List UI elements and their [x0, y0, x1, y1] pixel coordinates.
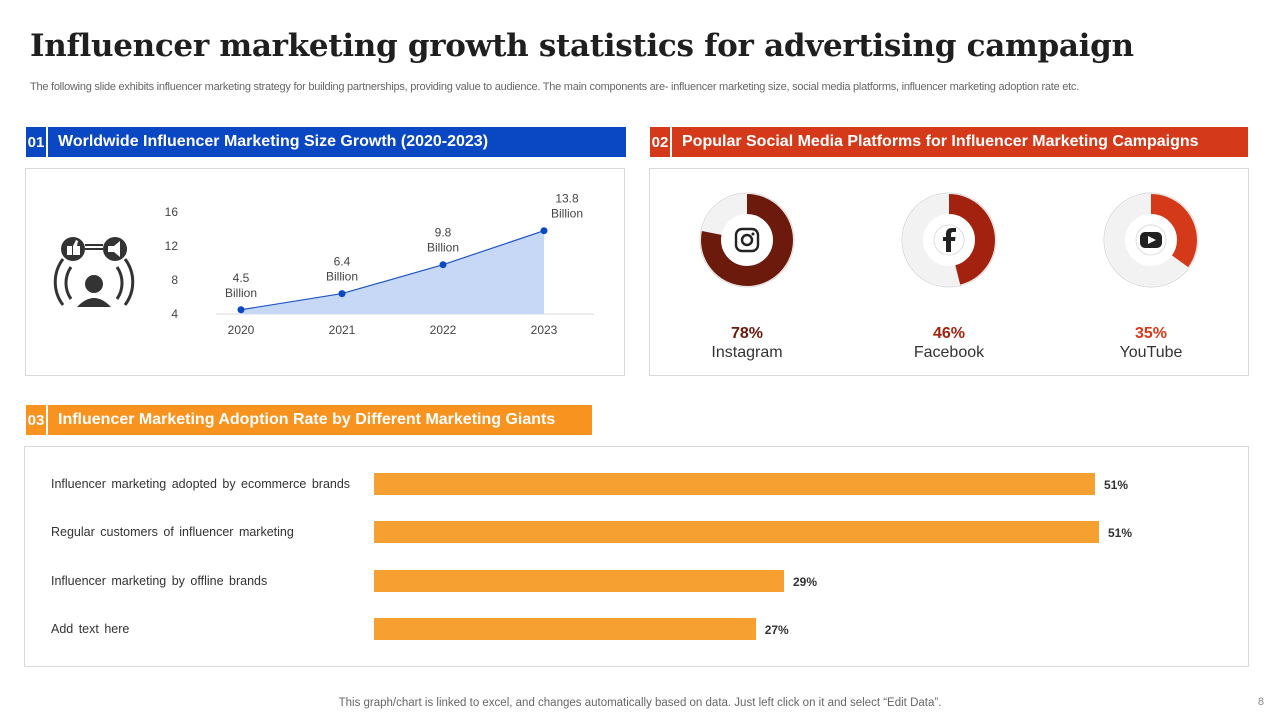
- facebook-icon: [933, 224, 965, 256]
- bar-value-label: 29%: [792, 575, 817, 589]
- section-01-header: 01 Worldwide Influencer Marketing Size G…: [26, 127, 626, 157]
- bar-value-label: 27%: [764, 623, 789, 637]
- section-03-header: 03 Influencer Marketing Adoption Rate by…: [26, 405, 592, 435]
- instagram-percent: 78%: [730, 325, 764, 342]
- data-label-value: 13.8: [555, 192, 579, 206]
- y-tick-label: 4: [171, 307, 178, 321]
- area-fill: [241, 230, 544, 314]
- growth-area-chart: 48121620204.5Billion20216.4Billion20229.…: [165, 192, 594, 337]
- adoption-bar: [374, 473, 1095, 495]
- y-tick-label: 16: [165, 205, 179, 219]
- data-label-value: 9.8: [435, 226, 452, 240]
- data-label-unit: Billion: [427, 241, 459, 255]
- adoption-bar: [374, 570, 784, 592]
- x-tick-label: 2021: [329, 323, 356, 337]
- bar-category-label: Add text here: [51, 622, 130, 636]
- instagram-donut-slice: [701, 194, 793, 286]
- instagram-icon: [734, 227, 760, 253]
- bar-value-label: 51%: [1104, 478, 1129, 492]
- platform-donuts: [699, 192, 1199, 288]
- data-label-unit: Billion: [326, 270, 358, 284]
- data-point: [338, 290, 346, 298]
- adoption-bar: [374, 521, 1099, 543]
- instagram-label: Instagram: [711, 344, 783, 361]
- platforms-panel: 78% Instagram 46% Facebook 35% YouTube: [649, 168, 1249, 376]
- page-title: Influencer marketing growth statistics f…: [30, 28, 1134, 64]
- footer-note: This graph/chart is linked to excel, and…: [338, 697, 942, 709]
- youtube-donut-slice: [1105, 194, 1197, 286]
- bar-category-label: Influencer marketing by offline brands: [51, 574, 268, 588]
- section-number: 01: [26, 127, 46, 157]
- y-tick-label: 12: [165, 239, 179, 253]
- section-title: Influencer Marketing Adoption Rate by Di…: [48, 405, 592, 435]
- page-subtitle: The following slide exhibits influencer …: [30, 81, 1079, 93]
- youtube-label: YouTube: [1119, 344, 1183, 361]
- section-02-header: 02 Popular Social Media Platforms for In…: [650, 127, 1248, 157]
- influencer-megaphone-icon: [53, 237, 135, 307]
- section-number: 02: [650, 127, 670, 157]
- bar-category-label: Influencer marketing adopted by ecommerc…: [51, 477, 351, 491]
- adoption-bar: [374, 618, 756, 640]
- youtube-percent: 35%: [1134, 325, 1168, 342]
- data-label-unit: Billion: [225, 286, 257, 300]
- bar-category-label: Regular customers of influencer marketin…: [51, 525, 294, 539]
- data-point: [439, 261, 447, 269]
- page-number: 8: [1257, 696, 1264, 708]
- bar-value-label: 51%: [1108, 526, 1133, 540]
- section-number: 03: [26, 405, 46, 435]
- section-title: Worldwide Influencer Marketing Size Grow…: [48, 127, 626, 157]
- section-title: Popular Social Media Platforms for Influ…: [672, 127, 1248, 157]
- growth-chart-panel: 4 8 12 16 2020 4.5 Billion 2021 6.4 Billion 2022 9.…: [25, 168, 625, 376]
- series-line: [240, 230, 545, 311]
- data-point: [237, 306, 245, 314]
- facebook-label: Facebook: [913, 344, 985, 361]
- data-label-unit: Billion: [551, 207, 583, 221]
- x-tick-label: 2022: [430, 323, 457, 337]
- x-tick-label: 2023: [531, 323, 558, 337]
- x-tick-label: 2020: [228, 323, 255, 337]
- y-tick-label: 8: [171, 273, 178, 287]
- facebook-donut-slice: [903, 194, 995, 286]
- youtube-icon: [1135, 224, 1167, 256]
- data-point: [540, 227, 548, 235]
- data-label-value: 4.5: [233, 271, 250, 285]
- facebook-percent: 46%: [932, 325, 966, 342]
- data-label-value: 6.4: [334, 255, 351, 269]
